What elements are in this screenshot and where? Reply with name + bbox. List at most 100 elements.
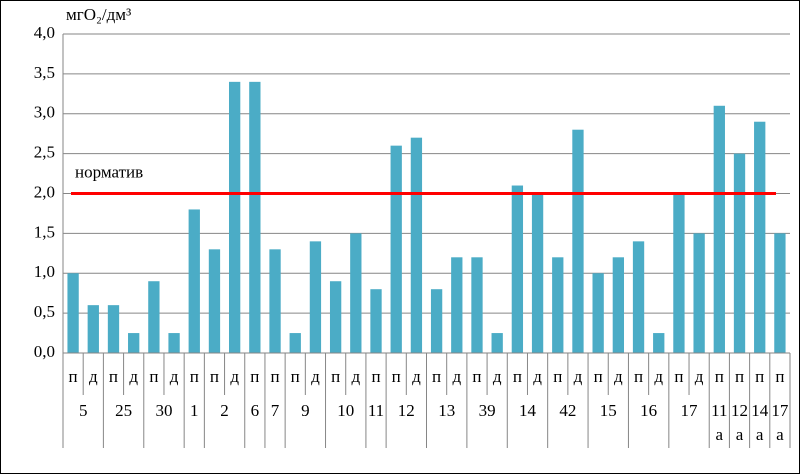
x-group-label-line: а	[736, 425, 744, 444]
x-subcategory-label: п	[371, 367, 380, 386]
bar	[370, 289, 382, 353]
bar	[329, 281, 342, 353]
x-subcategory-label: п	[775, 367, 784, 386]
x-subcategory-label: п	[291, 367, 300, 386]
x-group-label: 12	[398, 401, 415, 420]
x-group-label-line: 11	[711, 401, 727, 420]
x-subcategory-label: п	[513, 367, 522, 386]
x-subcategory-label: д	[89, 367, 98, 386]
y-axis-label: мгO₂/дм³	[66, 5, 131, 24]
x-group-label-line: 17	[771, 401, 789, 420]
x-group-label: 30	[155, 401, 172, 420]
bar	[107, 305, 120, 353]
x-subcategory-label: д	[311, 367, 320, 386]
bar	[188, 209, 200, 353]
x-subcategory-label: п	[735, 367, 744, 386]
bar	[67, 273, 79, 353]
bar	[491, 333, 503, 353]
x-group-label: 6	[251, 401, 260, 420]
bar	[471, 257, 483, 353]
x-subcategory-label: п	[634, 367, 643, 386]
x-subcategory-label: п	[674, 367, 683, 386]
bar	[269, 249, 281, 353]
bar	[350, 233, 362, 353]
x-group-label-line: 14	[751, 401, 769, 420]
x-subcategory-label: д	[654, 367, 663, 386]
bar	[390, 145, 402, 353]
x-group-label: 1	[190, 401, 199, 420]
x-group-label: 5	[79, 401, 88, 420]
bar	[531, 193, 544, 353]
x-group-label: 10	[337, 401, 354, 420]
y-tick-label: 3,5	[34, 63, 55, 82]
bar	[249, 81, 261, 353]
x-group-label: 39	[479, 401, 496, 420]
bar	[632, 241, 645, 353]
y-tick-label: 3,0	[34, 103, 55, 122]
bar	[148, 281, 160, 353]
bar	[511, 185, 524, 353]
x-subcategory-label: д	[614, 367, 623, 386]
bar	[693, 233, 705, 353]
x-subcategory-label: д	[129, 367, 138, 386]
y-tick-label: 1,5	[34, 222, 55, 241]
bar	[612, 257, 625, 353]
x-group-label: 12 а	[731, 401, 748, 444]
x-subcategory-label: п	[109, 367, 118, 386]
bar	[552, 257, 564, 353]
x-group-label-line: а	[716, 425, 724, 444]
x-subcategory-label: п	[715, 367, 724, 386]
x-group-label: 17 а	[771, 401, 789, 444]
bar	[208, 249, 221, 353]
x-group-label: 25	[115, 401, 132, 420]
bar	[451, 257, 463, 353]
x-subcategory-label: п	[553, 367, 562, 386]
x-group-label: 14	[519, 401, 537, 420]
x-subcategory-label: п	[250, 367, 259, 386]
x-subcategory-label: д	[695, 367, 704, 386]
x-subcategory-label: п	[190, 367, 199, 386]
y-tick-label: 2,5	[34, 143, 55, 162]
x-group-label: 17	[681, 401, 699, 420]
bar	[713, 105, 725, 354]
x-subcategory-label: п	[472, 367, 481, 386]
x-subcategory-label: п	[432, 367, 441, 386]
x-group-label-line: 12	[731, 401, 748, 420]
x-group-label: 7	[271, 401, 280, 420]
x-subcategory-label: п	[331, 367, 340, 386]
bar	[430, 289, 443, 353]
bar	[733, 153, 746, 353]
x-group-label-line: а	[756, 425, 764, 444]
x-subcategory-label: п	[594, 367, 603, 386]
bar	[289, 333, 301, 353]
x-group-label: 11 а	[711, 401, 727, 444]
x-group-label: 16	[640, 401, 657, 420]
x-group-label-line: а	[776, 425, 784, 444]
bar	[410, 137, 423, 353]
x-group-label: 9	[301, 401, 310, 420]
x-subcategory-label: п	[392, 367, 401, 386]
bar	[774, 233, 786, 353]
x-subcategory-label: д	[533, 367, 542, 386]
bar	[572, 129, 584, 353]
y-tick-label: 2,0	[34, 182, 55, 201]
x-group-label: 42	[559, 401, 576, 420]
x-subcategory-label: п	[755, 367, 764, 386]
x-subcategory-label: д	[493, 367, 502, 386]
y-tick-label: 4,0	[34, 23, 55, 42]
bar	[309, 241, 322, 353]
y-tick-label: 0,0	[34, 342, 55, 361]
x-group-label: 13	[438, 401, 455, 420]
x-subcategory-label: д	[452, 367, 461, 386]
x-subcategory-label: д	[351, 367, 360, 386]
x-subcategory-label: д	[230, 367, 239, 386]
x-subcategory-label: д	[412, 367, 421, 386]
bar	[754, 121, 766, 353]
bar	[673, 193, 685, 353]
x-group-label: 15	[600, 401, 617, 420]
x-subcategory-label: п	[210, 367, 219, 386]
bar	[592, 273, 604, 353]
bar	[653, 333, 665, 353]
x-group-label: 14 а	[751, 401, 769, 444]
